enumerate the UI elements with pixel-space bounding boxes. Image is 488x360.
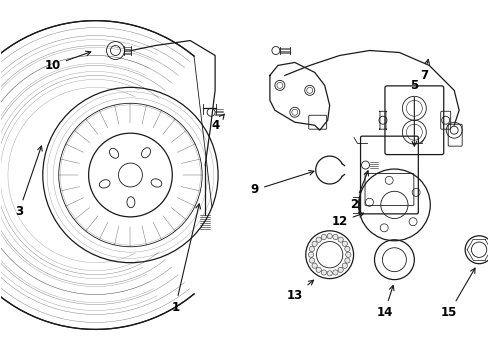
- Circle shape: [309, 258, 314, 263]
- Text: 10: 10: [44, 51, 91, 72]
- Circle shape: [344, 258, 349, 263]
- Circle shape: [344, 246, 349, 252]
- Text: 6: 6: [0, 359, 1, 360]
- Text: 4: 4: [210, 114, 224, 132]
- Text: 14: 14: [375, 285, 393, 319]
- Circle shape: [337, 237, 343, 242]
- Circle shape: [342, 263, 346, 268]
- Text: 11: 11: [0, 359, 1, 360]
- Circle shape: [308, 252, 313, 257]
- Circle shape: [326, 233, 332, 239]
- Text: 5: 5: [409, 79, 418, 146]
- Circle shape: [326, 271, 332, 276]
- Circle shape: [332, 234, 337, 240]
- Text: 7: 7: [419, 59, 428, 82]
- Circle shape: [311, 241, 317, 246]
- Text: 8: 8: [0, 359, 1, 360]
- Circle shape: [311, 263, 317, 268]
- Circle shape: [345, 252, 350, 257]
- Text: 9: 9: [250, 170, 313, 197]
- Circle shape: [332, 270, 337, 275]
- Circle shape: [321, 234, 326, 240]
- Text: 1: 1: [171, 204, 200, 314]
- Circle shape: [309, 246, 314, 252]
- Circle shape: [315, 267, 321, 273]
- Circle shape: [337, 267, 343, 273]
- Text: 3: 3: [15, 146, 42, 219]
- Circle shape: [321, 270, 326, 275]
- Text: 12: 12: [331, 213, 363, 228]
- Text: 15: 15: [440, 268, 474, 319]
- Circle shape: [315, 237, 321, 242]
- Text: 2: 2: [350, 171, 368, 211]
- Text: 13: 13: [286, 280, 313, 302]
- Circle shape: [342, 241, 346, 246]
